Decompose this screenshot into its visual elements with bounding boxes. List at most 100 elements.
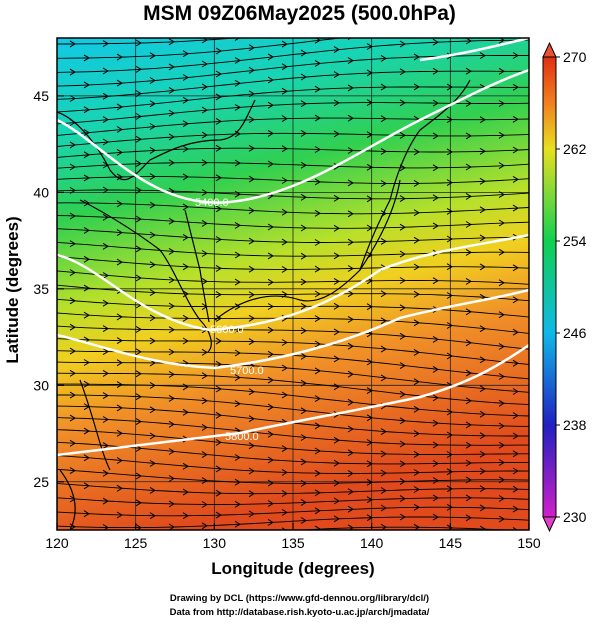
flow-arrow [300,49,307,57]
flow-arrow [446,292,453,299]
flow-arrow [380,345,387,353]
flow-arrow [300,73,307,81]
flow-arrow [432,394,439,402]
flow-arrow [201,106,208,114]
flow-arrow [234,278,241,286]
flow-arrow [116,337,123,345]
flow-arrow [234,349,241,357]
flow-arrow [84,537,89,543]
flow-arrow [83,174,90,182]
flow-arrow [248,467,255,475]
x-tick-label: 130 [203,535,227,551]
flow-arrow [102,40,109,48]
flow-arrow [69,297,76,305]
flow-arrow [413,53,420,61]
flow-arrow [333,252,340,260]
flow-arrow [116,404,123,412]
flow-arrow [234,374,241,382]
flow-arrow [413,503,420,511]
flow-arrow [366,131,373,139]
flow-arrow [116,173,123,181]
y-tick-label: 40 [33,184,49,200]
flow-arrow [135,472,142,480]
streamline [57,506,529,517]
flow-arrow [281,87,288,95]
flow-arrow [83,454,90,462]
flow-arrow [366,439,373,446]
flow-arrow [366,163,373,171]
flow-arrow [314,469,321,477]
flow-arrow [116,359,123,367]
flow-arrow [413,236,420,244]
flow-arrow [215,174,222,182]
streamline [57,383,529,417]
flow-arrow [446,485,453,493]
flow-arrow [347,470,354,477]
flow-arrow [182,233,189,241]
flow-arrow [267,518,274,526]
flow-arrow [512,485,519,493]
flow-arrow [512,83,519,91]
contour-label: 5600.0 [210,324,244,336]
streamline [57,70,529,100]
flow-arrow [117,537,122,543]
flow-arrow [466,11,471,17]
flow-arrow [432,38,439,46]
streamline [57,228,529,243]
flow-arrow [479,450,486,458]
flow-arrow [366,514,373,522]
flow-arrow [512,52,519,59]
flow-arrow [333,355,340,363]
flow-arrow [102,242,109,250]
flow-arrow [116,381,123,389]
flow-arrow [446,263,453,271]
flow-arrow [347,210,354,218]
flow-arrow [333,436,340,444]
x-axis-label: Longitude (degrees) [211,559,374,578]
flow-arrow [201,423,208,431]
flow-arrow [413,430,420,438]
flow-arrow [300,517,307,524]
flow-arrow [102,299,109,307]
flow-arrow [83,226,90,234]
streamline [57,455,529,474]
flow-arrow [465,221,472,228]
flow-arrow [135,418,142,426]
flow-arrow [333,194,340,202]
flow-arrow [135,370,142,378]
flow-arrow [300,479,307,487]
flow-arrow [314,265,321,273]
flow-arrow [380,523,387,530]
flow-arrow [498,495,505,502]
flow-arrow [380,180,387,187]
flow-arrow [182,145,189,153]
flow-arrow [333,162,340,170]
flow-arrow [465,397,472,405]
flow-arrow [366,195,373,203]
flow-arrow [215,360,222,368]
streamline [57,38,345,59]
streamline [57,202,529,215]
flow-arrow [135,113,142,120]
flow-arrow [116,200,123,208]
flow-arrow [479,504,486,512]
flow-arrow [83,510,90,518]
streamline [57,132,529,147]
flow-arrow [512,296,519,304]
x-tick-label: 145 [439,535,463,551]
flow-arrow [248,116,255,124]
colorbar-bottom-arrow [542,516,557,533]
flow-arrow [215,314,222,322]
flow-arrow [268,31,273,37]
flow-arrow [102,186,109,194]
flow-arrow [366,99,373,107]
flow-arrow [465,494,472,502]
flow-arrow [399,40,406,48]
flow-arrow [248,207,255,215]
flow-arrow [465,38,472,45]
flow-arrow [149,77,156,84]
flow-arrow [446,408,453,416]
flow-arrow [333,302,340,310]
flow-arrow [267,479,274,487]
flow-arrow [267,326,274,334]
